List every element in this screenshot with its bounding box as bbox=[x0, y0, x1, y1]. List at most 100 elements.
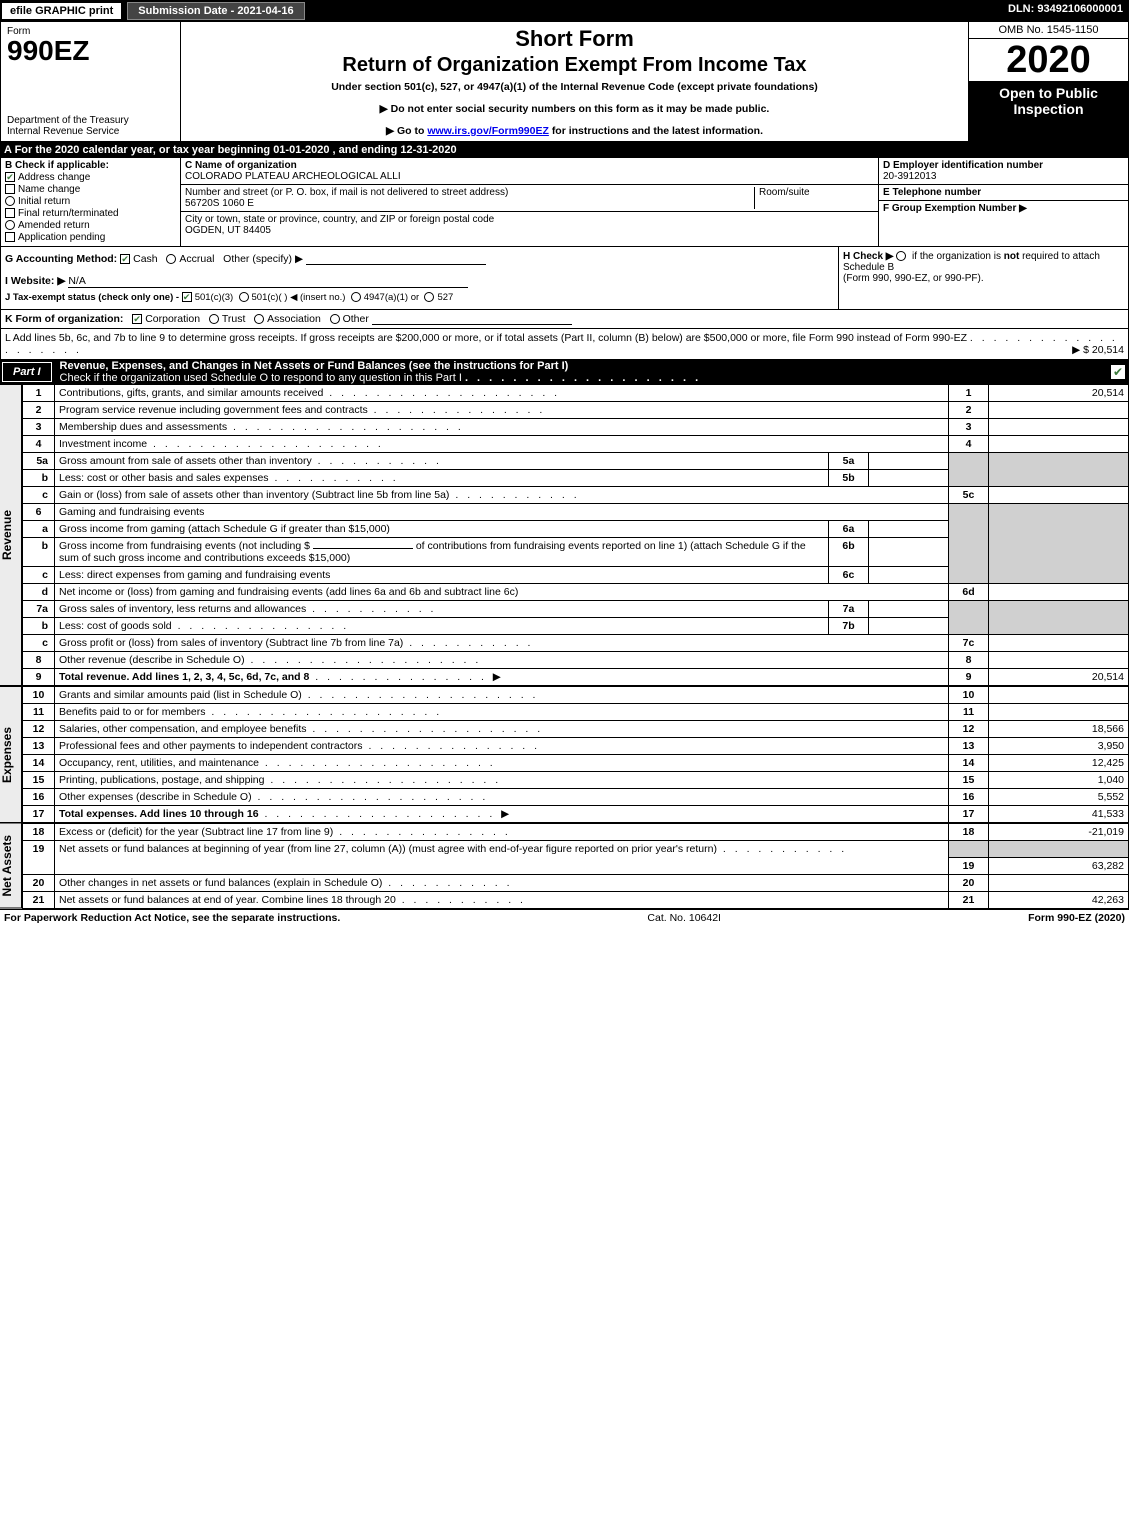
amount-cell bbox=[989, 436, 1129, 453]
other-radio[interactable] bbox=[330, 314, 340, 324]
trust-radio[interactable] bbox=[209, 314, 219, 324]
amount-cell: 42,263 bbox=[989, 891, 1129, 908]
line-desc: Less: direct expenses from gaming and fu… bbox=[55, 567, 829, 584]
footer-left: For Paperwork Reduction Act Notice, see … bbox=[4, 912, 340, 924]
revenue-table: 1 Contributions, gifts, grants, and simi… bbox=[22, 384, 1129, 686]
application-pending-checkbox[interactable]: Application pending bbox=[5, 232, 176, 243]
address-change-label: Address change bbox=[18, 172, 90, 183]
ref-col: 21 bbox=[949, 891, 989, 908]
line-number: 17 bbox=[23, 806, 55, 823]
part-1-title: Revenue, Expenses, and Changes in Net As… bbox=[54, 360, 1107, 384]
amount-cell: 18,566 bbox=[989, 721, 1129, 738]
table-row: 12 Salaries, other compensation, and emp… bbox=[23, 721, 1129, 738]
shade-cell bbox=[949, 601, 989, 635]
association-radio[interactable] bbox=[254, 314, 264, 324]
527-radio[interactable] bbox=[424, 292, 434, 302]
line-number: 15 bbox=[23, 772, 55, 789]
part-1-checkbox[interactable]: ✔ bbox=[1111, 365, 1125, 379]
group-exemption-row: F Group Exemption Number ▶ bbox=[879, 201, 1128, 246]
line-number: c bbox=[23, 487, 55, 504]
checkbox-icon bbox=[5, 184, 15, 194]
line-desc: Grants and similar amounts paid (list in… bbox=[55, 687, 949, 704]
mid-value bbox=[869, 567, 949, 584]
h-text3: (Form 990, 990-EZ, or 990-PF). bbox=[843, 273, 984, 284]
amount-cell bbox=[989, 487, 1129, 504]
501c3-checkbox[interactable] bbox=[182, 292, 192, 302]
line-desc: Printing, publications, postage, and shi… bbox=[55, 772, 949, 789]
name-change-label: Name change bbox=[18, 184, 80, 195]
j-label: J Tax-exempt status (check only one) - bbox=[5, 292, 179, 303]
shade-cell bbox=[989, 841, 1129, 858]
ref-col: 7c bbox=[949, 635, 989, 652]
amount-cell bbox=[989, 704, 1129, 721]
other-specify-input[interactable] bbox=[306, 264, 486, 265]
ref-col: 5c bbox=[949, 487, 989, 504]
line-desc: Less: cost of goods sold bbox=[55, 618, 829, 635]
501c-label: 501(c)( ) bbox=[252, 292, 288, 303]
amount-cell bbox=[989, 419, 1129, 436]
table-row: 6 Gaming and fundraising events bbox=[23, 504, 1129, 521]
amount-cell: 41,533 bbox=[989, 806, 1129, 823]
shade-cell bbox=[949, 453, 989, 487]
cash-label: Cash bbox=[133, 253, 158, 265]
contributions-input[interactable] bbox=[313, 548, 413, 549]
open-to-public: Open to Public Inspection bbox=[969, 81, 1128, 141]
ref-col: 8 bbox=[949, 652, 989, 669]
line-desc-cont bbox=[55, 857, 949, 874]
line-desc: Excess or (deficit) for the year (Subtra… bbox=[55, 824, 949, 841]
ref-col: 2 bbox=[949, 402, 989, 419]
dept-line-1: Department of the Treasury bbox=[7, 115, 174, 126]
submission-date-button[interactable]: Submission Date - 2021-04-16 bbox=[127, 2, 304, 20]
501c-radio[interactable] bbox=[239, 292, 249, 302]
shade-cell bbox=[949, 841, 989, 858]
line-number: 21 bbox=[23, 891, 55, 908]
table-row: 1 Contributions, gifts, grants, and simi… bbox=[23, 385, 1129, 402]
footer-right: Form 990-EZ (2020) bbox=[1028, 912, 1125, 924]
ein-value: 20-3912013 bbox=[883, 171, 1124, 182]
4947-label: 4947(a)(1) or bbox=[364, 292, 419, 303]
check-icon bbox=[5, 172, 15, 182]
table-row: c Gain or (loss) from sale of assets oth… bbox=[23, 487, 1129, 504]
amount-cell: 5,552 bbox=[989, 789, 1129, 806]
table-row: 13 Professional fees and other payments … bbox=[23, 738, 1129, 755]
table-row: 15 Printing, publications, postage, and … bbox=[23, 772, 1129, 789]
line-number: 7a bbox=[23, 601, 55, 618]
4947-radio[interactable] bbox=[351, 292, 361, 302]
h-radio[interactable] bbox=[896, 251, 906, 261]
col-b-title: B Check if applicable: bbox=[5, 160, 176, 171]
line-number: 11 bbox=[23, 704, 55, 721]
line-desc: Net assets or fund balances at end of ye… bbox=[55, 891, 949, 908]
l-amount: ▶ $ 20,514 bbox=[1072, 344, 1124, 356]
directive-2: ▶ Go to www.irs.gov/Form990EZ for instru… bbox=[185, 125, 964, 137]
line-desc: Other expenses (describe in Schedule O) bbox=[55, 789, 949, 806]
efile-print-button[interactable]: efile GRAPHIC print bbox=[1, 2, 122, 20]
g-label: G Accounting Method: bbox=[5, 253, 117, 265]
irs-link[interactable]: www.irs.gov/Form990EZ bbox=[427, 125, 549, 137]
other-org-input[interactable] bbox=[372, 324, 572, 325]
line-desc: Total expenses. Add lines 10 through 16 … bbox=[55, 806, 949, 823]
table-row: 4 Investment income 4 bbox=[23, 436, 1129, 453]
return-title: Return of Organization Exempt From Incom… bbox=[185, 54, 964, 77]
net-assets-table: 18 Excess or (deficit) for the year (Sub… bbox=[22, 823, 1129, 909]
final-return-checkbox[interactable]: Final return/terminated bbox=[5, 208, 176, 219]
mid-label: 6c bbox=[829, 567, 869, 584]
initial-return-checkbox[interactable]: Initial return bbox=[5, 196, 176, 207]
ref-col: 12 bbox=[949, 721, 989, 738]
ref-col: 19 bbox=[949, 857, 989, 874]
row-a-tax-year: A For the 2020 calendar year, or tax yea… bbox=[0, 142, 1129, 158]
corporation-checkbox[interactable] bbox=[132, 314, 142, 324]
accrual-radio[interactable] bbox=[166, 254, 176, 264]
table-row: c Gross profit or (loss) from sales of i… bbox=[23, 635, 1129, 652]
part-1-label: Part I bbox=[2, 362, 52, 382]
mid-label: 5a bbox=[829, 453, 869, 470]
table-row: 2 Program service revenue including gove… bbox=[23, 402, 1129, 419]
address-change-checkbox[interactable]: Address change bbox=[5, 172, 176, 183]
ein-row: D Employer identification number 20-3912… bbox=[879, 158, 1128, 185]
mid-label: 6b bbox=[829, 538, 869, 567]
org-name-label: C Name of organization bbox=[185, 160, 874, 171]
amended-return-checkbox[interactable]: Amended return bbox=[5, 220, 176, 231]
cash-checkbox[interactable] bbox=[120, 254, 130, 264]
name-change-checkbox[interactable]: Name change bbox=[5, 184, 176, 195]
form-header: Form 990EZ Department of the Treasury In… bbox=[0, 22, 1129, 142]
line-number: 2 bbox=[23, 402, 55, 419]
